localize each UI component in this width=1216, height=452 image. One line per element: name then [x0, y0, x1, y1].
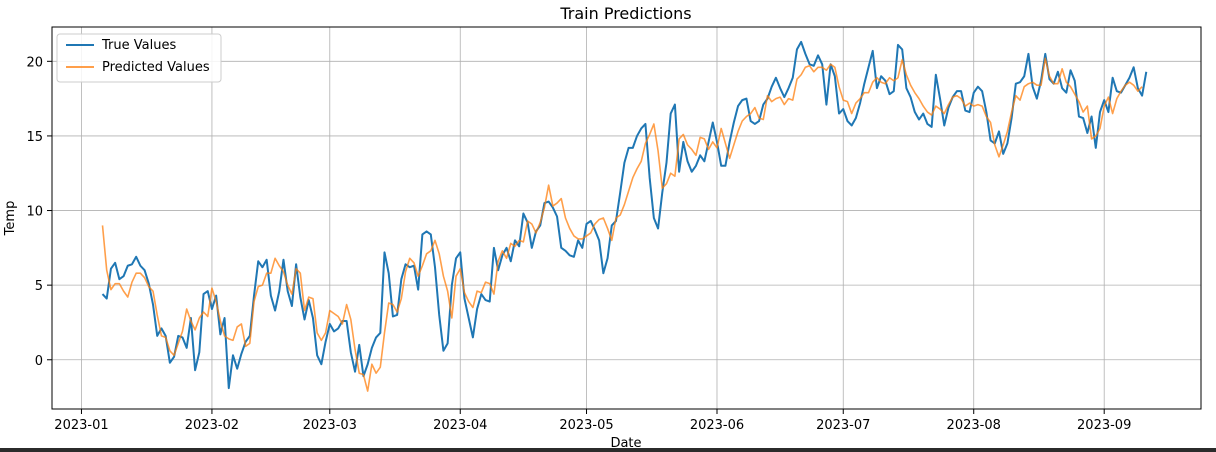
y-tick-label: 10	[26, 205, 43, 220]
plot-frame	[51, 26, 1202, 410]
x-axis-label: Date	[610, 436, 641, 448]
y-tick-label: 5	[35, 279, 43, 294]
x-tick-label: 2023-02	[185, 418, 239, 433]
y-tick-label: 20	[26, 55, 43, 70]
grid-layer	[52, 27, 1201, 409]
legend-label-predicted-values: Predicted Values	[102, 60, 210, 75]
chart-title: Train Predictions	[559, 4, 691, 23]
x-tick-label: 2023-03	[303, 418, 357, 433]
series-layer	[101, 40, 1148, 392]
y-tick-label: 15	[26, 130, 43, 145]
x-tick-label: 2023-05	[559, 418, 613, 433]
x-tick-label: 2023-09	[1077, 418, 1131, 433]
x-tick-label: 2023-04	[433, 418, 487, 433]
legend: True Values Predicted Values	[56, 33, 222, 83]
tick-layer: 2023-01 2023-02 2023-03 2023-04 2023-05 2023-…	[26, 55, 1131, 433]
y-tick-label: 0	[35, 354, 43, 369]
x-tick-label: 2023-07	[816, 418, 870, 433]
legend-box	[56, 33, 222, 83]
series-line-predicted-values	[101, 57, 1143, 392]
series-line-true-values	[101, 40, 1148, 390]
y-axis-label: Temp	[3, 201, 18, 237]
legend-label-true-values: True Values	[101, 38, 176, 53]
x-tick-label: 2023-06	[690, 418, 744, 433]
x-tick-label: 2023-08	[947, 418, 1001, 433]
window-bottom-edge	[0, 448, 1216, 452]
x-tick-label: 2023-01	[54, 418, 108, 433]
